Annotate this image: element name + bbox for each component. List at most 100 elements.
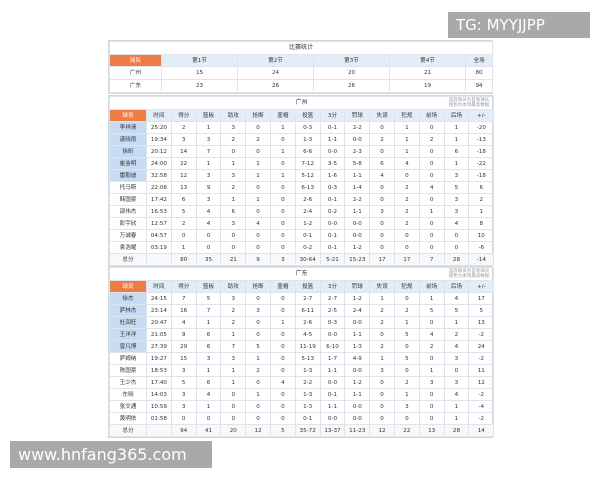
row-label: 徐昕 <box>109 145 147 158</box>
cell: 0 <box>269 157 296 170</box>
cell: 1 <box>195 121 222 134</box>
title-row: 广东 蓝底球员为首发球员 橙色为本场最高数据 <box>108 267 495 281</box>
cell: 1 <box>195 316 222 329</box>
row: 崔金明 24:00 22 1 1 1 0 7-12 3-5 5-8 6 4 0 1 -22 <box>109 157 495 170</box>
cell: 6 <box>195 376 222 389</box>
cell: 0-1 <box>294 412 321 425</box>
cell: 0 <box>220 145 247 158</box>
cell: 0 <box>369 229 395 242</box>
note: 橙色为本场最高数据 <box>448 103 490 108</box>
cell: 1 <box>220 376 247 389</box>
cell: 4 <box>195 388 222 401</box>
cell: 1-2 <box>294 217 321 230</box>
cell: 0 <box>269 388 296 401</box>
cell: 1 <box>269 121 296 134</box>
row: 张文通 10:59 3 1 0 0 0 1-3 1-1 0-0 0 3 0 1 -4 <box>109 400 495 413</box>
cell: 30-64 <box>294 253 321 266</box>
row-label: 王洋洋 <box>109 328 147 341</box>
cell: -20 <box>468 121 495 134</box>
cell: 1 <box>443 400 470 413</box>
cell: 3 <box>245 304 271 317</box>
header-cell: 助攻 <box>220 280 247 293</box>
row-label: 曾凡博 <box>109 340 147 353</box>
cell: 2-2 <box>344 121 371 134</box>
cell: 3 <box>195 193 222 206</box>
row: 雷勒迪 32:58 12 3 3 1 1 5-12 1-6 1-1 4 0 0 3 -18 <box>109 169 495 182</box>
cell: 0 <box>269 304 296 317</box>
cell: 0-1 <box>319 229 346 242</box>
cell: 1 <box>443 412 470 425</box>
cell: 4 <box>418 181 445 194</box>
cell: 2-7 <box>294 292 321 305</box>
cell: 0 <box>269 181 296 194</box>
row: 彭宇欣 12:57 2 4 3 4 0 1-2 0-0 0-0 0 2 0 4 8 <box>109 217 495 230</box>
cell: 32:58 <box>146 169 172 182</box>
cell: 0 <box>220 400 247 413</box>
cell: 0 <box>418 157 445 170</box>
cell: 2-4 <box>294 205 321 218</box>
cell: 2 <box>220 304 247 317</box>
cell: 1 <box>393 145 420 158</box>
cell: 20 <box>313 66 390 80</box>
cell: 5 <box>245 340 271 353</box>
cell: -18 <box>468 145 495 158</box>
cell: 1-3 <box>344 340 371 353</box>
cell: 0 <box>369 412 395 425</box>
cell: 19:27 <box>146 352 172 365</box>
cell: 1 <box>195 400 222 413</box>
cell: 03:19 <box>146 241 172 254</box>
cell: 0 <box>245 121 271 134</box>
cell: 3 <box>220 169 247 182</box>
cell: 6-13 <box>294 181 321 194</box>
header-cell: 球员 <box>109 280 147 293</box>
notes: 蓝底球员为首发球员 橙色为本场最高数据 <box>449 98 490 108</box>
row-label: 崔金明 <box>109 157 147 170</box>
cell: 28 <box>443 253 470 266</box>
cell: 17:40 <box>146 376 172 389</box>
row-label: 东晓 <box>109 388 147 401</box>
cell: 35-72 <box>294 424 321 437</box>
cell: 1-1 <box>319 133 346 146</box>
cell: 0 <box>195 412 222 425</box>
cell: 1-3 <box>294 133 321 146</box>
cell: 0 <box>220 388 247 401</box>
cell: 3 <box>195 169 222 182</box>
row-label: 雷勒迪 <box>109 169 147 182</box>
cell: 0-0 <box>344 133 371 146</box>
cell: 0-0 <box>319 145 346 158</box>
header-cell: 球员 <box>109 109 147 122</box>
row: 曾凡博 27:39 29 6 7 5 0 11-19 6-10 1-3 2 0 2 4 24 <box>109 340 495 353</box>
cell: 0 <box>170 412 197 425</box>
cell: 1 <box>418 292 445 305</box>
header-cell: 时间 <box>146 280 172 293</box>
header-cell: 失误 <box>369 280 395 293</box>
note: 橙色为本场最高数据 <box>448 274 490 279</box>
row-label: 万诚春 <box>109 229 147 242</box>
cell: 6 <box>468 181 495 194</box>
cell: 0 <box>269 400 296 413</box>
cell: 0 <box>269 217 296 230</box>
cell: 15 <box>161 66 238 80</box>
row: 王少杰 17:40 5 6 1 0 4 2-2 0-0 1-2 0 2 3 3 12 <box>109 376 495 389</box>
row: 黄明依 01:58 0 0 0 0 0 0-1 0-0 0-0 0 0 0 1 -2 <box>109 412 495 425</box>
cell: 2-2 <box>294 376 321 389</box>
cell: 0 <box>418 229 445 242</box>
cell: 2 <box>418 340 445 353</box>
cell: 0 <box>269 328 296 341</box>
cell: 4-5 <box>294 328 321 341</box>
cell: 19:34 <box>146 133 172 146</box>
cell: 16:53 <box>146 205 172 218</box>
cell: 0 <box>369 181 395 194</box>
cell: 3 <box>220 217 247 230</box>
header-cell: 前场 <box>418 280 445 293</box>
cell: 1 <box>393 316 420 329</box>
header-cell: 得分 <box>170 280 197 293</box>
cell: 24:15 <box>146 292 172 305</box>
header-cell: 犯规 <box>393 109 420 122</box>
cell: 7 <box>170 292 197 305</box>
cell: 3 <box>369 364 395 377</box>
cell: 21:05 <box>146 328 172 341</box>
cell: 94 <box>170 424 197 437</box>
row-label: 陈国豪 <box>109 364 147 377</box>
cell: 94 <box>464 79 494 93</box>
